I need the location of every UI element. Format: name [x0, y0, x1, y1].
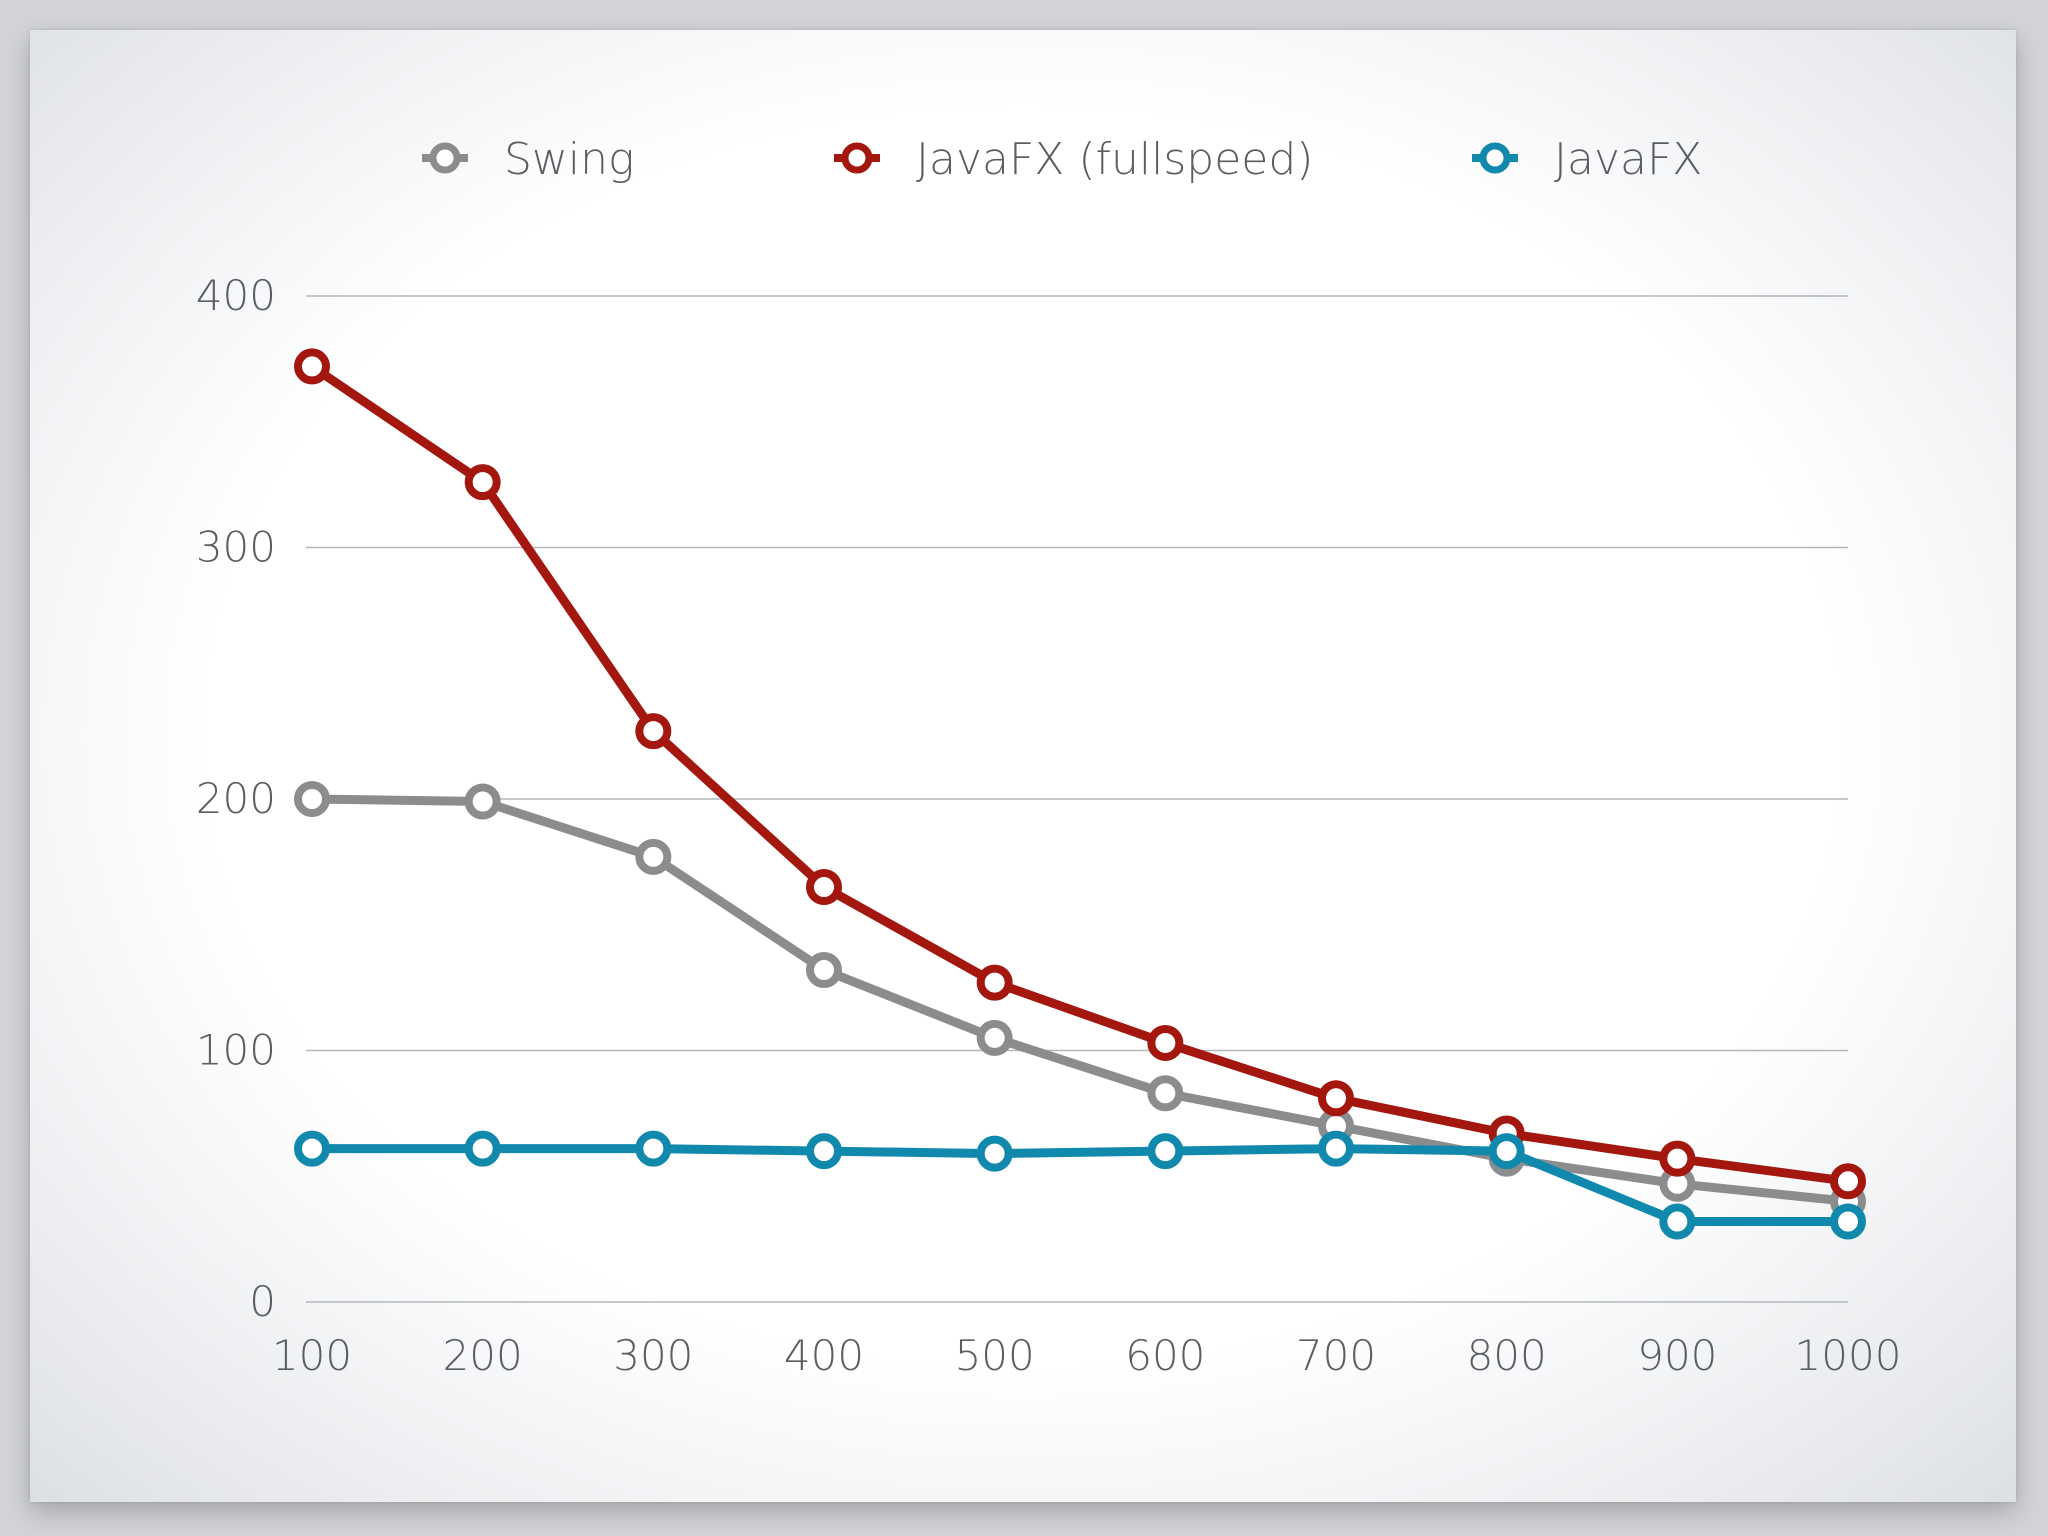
legend-label: JavaFX	[1554, 134, 1702, 185]
data-point	[1318, 1130, 1354, 1167]
data-point	[635, 838, 672, 875]
data-point	[1830, 1203, 1866, 1240]
legend-marker	[429, 142, 461, 174]
x-tick-label: 400	[784, 1331, 864, 1380]
data-point	[294, 1130, 330, 1167]
y-tick-label: 200	[196, 774, 276, 823]
data-point	[635, 713, 672, 750]
x-tick-label: 100	[272, 1331, 352, 1380]
legend-label: Swing	[504, 134, 634, 185]
series-swing	[294, 781, 1866, 1220]
chart-panel: 0 100 200 300 400 100 200 300 400 500 600 700 800 90…	[30, 30, 2016, 1502]
y-tick-label: 0	[249, 1277, 276, 1326]
data-point	[294, 348, 330, 385]
y-axis-tick-labels: 0 100 200 300 400	[196, 271, 276, 1326]
series-lines	[294, 348, 1866, 1240]
data-point	[976, 964, 1013, 1001]
legend-marker	[1479, 142, 1511, 174]
x-axis-tick-labels: 100 200 300 400 500 600 700 800 900 1000	[272, 1331, 1902, 1380]
series-javafx-fullspeed	[294, 348, 1866, 1200]
legend-item: JavaFX	[1472, 134, 1702, 185]
data-point	[464, 1130, 501, 1167]
data-point	[1488, 1133, 1525, 1170]
x-tick-label: 500	[955, 1331, 1035, 1380]
data-point	[635, 1130, 672, 1167]
data-point	[976, 1019, 1013, 1056]
x-tick-label: 1000	[1795, 1331, 1902, 1380]
data-point	[1147, 1075, 1184, 1112]
data-point	[1659, 1203, 1696, 1240]
line-chart: 0 100 200 300 400 100 200 300 400 500 600 700 800 90…	[196, 134, 1902, 1380]
legend-item: Swing	[422, 134, 634, 185]
x-tick-label: 300	[613, 1331, 693, 1380]
grid-lines	[306, 295, 1848, 1303]
data-point	[464, 464, 501, 501]
series-line	[307, 361, 1853, 1186]
x-tick-label: 900	[1637, 1331, 1717, 1380]
x-tick-label: 200	[443, 1331, 523, 1380]
data-point	[1318, 1080, 1354, 1117]
data-point	[1830, 1163, 1866, 1200]
y-tick-label: 400	[196, 271, 276, 320]
y-tick-label: 100	[196, 1026, 276, 1075]
data-point	[806, 952, 842, 989]
legend: Swing JavaFX (fullspeed) JavaFX	[422, 134, 1702, 185]
legend-label: JavaFX (fullspeed)	[916, 134, 1313, 185]
series-line	[307, 794, 1853, 1206]
legend-marker	[841, 142, 873, 174]
data-point	[1147, 1133, 1184, 1170]
data-point	[806, 869, 842, 906]
x-tick-label: 800	[1467, 1331, 1547, 1380]
y-tick-label: 300	[196, 523, 276, 572]
x-tick-label: 600	[1125, 1331, 1205, 1380]
legend-item: JavaFX (fullspeed)	[834, 134, 1313, 185]
data-point	[464, 783, 501, 820]
data-point	[294, 781, 330, 817]
data-point	[976, 1135, 1013, 1172]
series-line	[307, 1144, 1853, 1227]
data-point	[1147, 1024, 1184, 1061]
series-javafx	[294, 1130, 1866, 1240]
data-point	[806, 1133, 842, 1170]
data-point	[1659, 1140, 1696, 1177]
x-tick-label: 700	[1296, 1331, 1376, 1380]
